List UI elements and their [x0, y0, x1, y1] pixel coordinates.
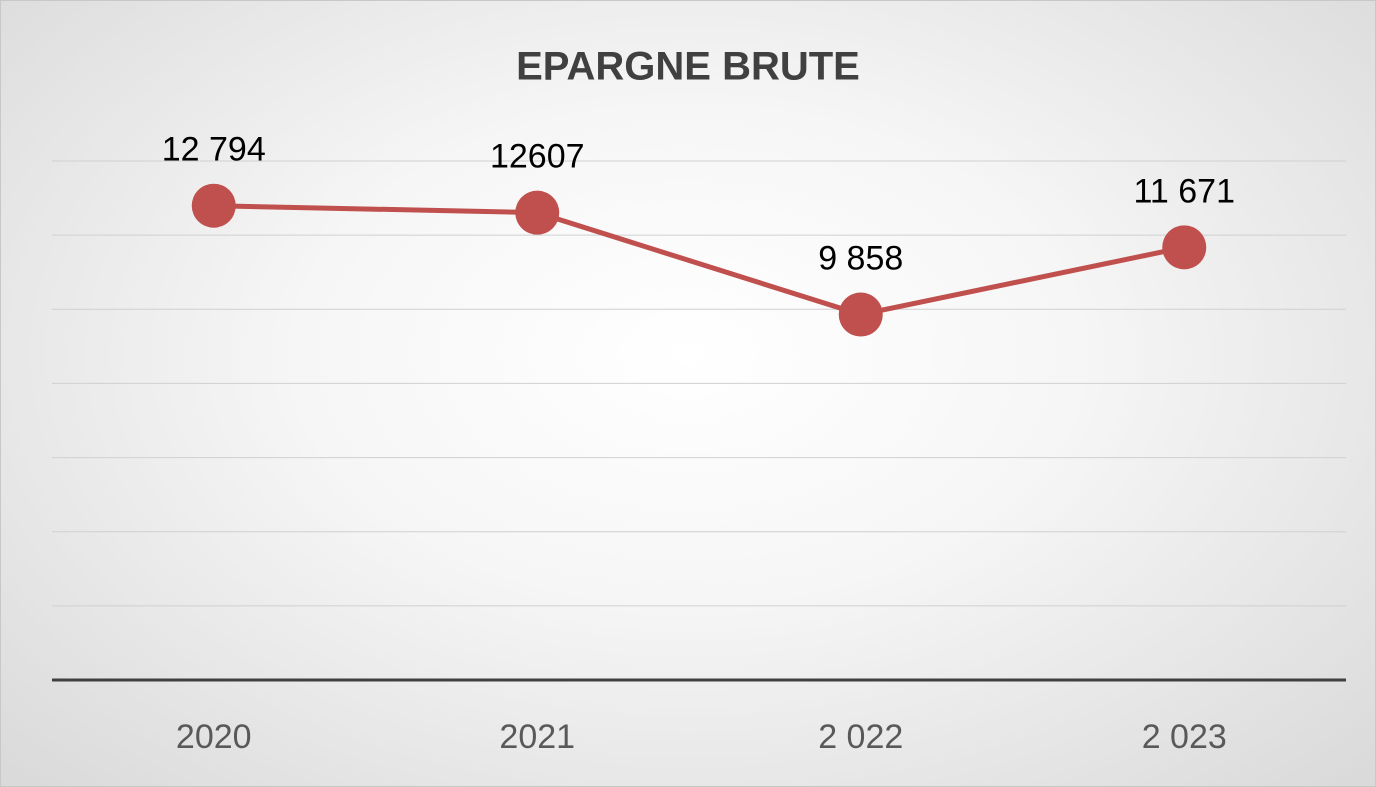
data-label: 12 794: [162, 131, 266, 169]
data-label: 11 671: [1134, 172, 1235, 210]
marker: [838, 292, 883, 337]
x-tick-label: 2 023: [1142, 718, 1227, 756]
marker: [191, 183, 236, 228]
x-tick-label: 2020: [176, 718, 252, 756]
data-label: 12607: [490, 138, 585, 176]
marker: [1162, 225, 1207, 270]
line: [213, 203, 1185, 318]
marker: [515, 190, 560, 235]
x-tick-label: 2021: [499, 718, 575, 756]
data-label: 9 858: [818, 240, 903, 278]
chart-title: EPARGNE BRUTE: [516, 45, 860, 89]
x-tick-label: 2 022: [818, 718, 903, 756]
